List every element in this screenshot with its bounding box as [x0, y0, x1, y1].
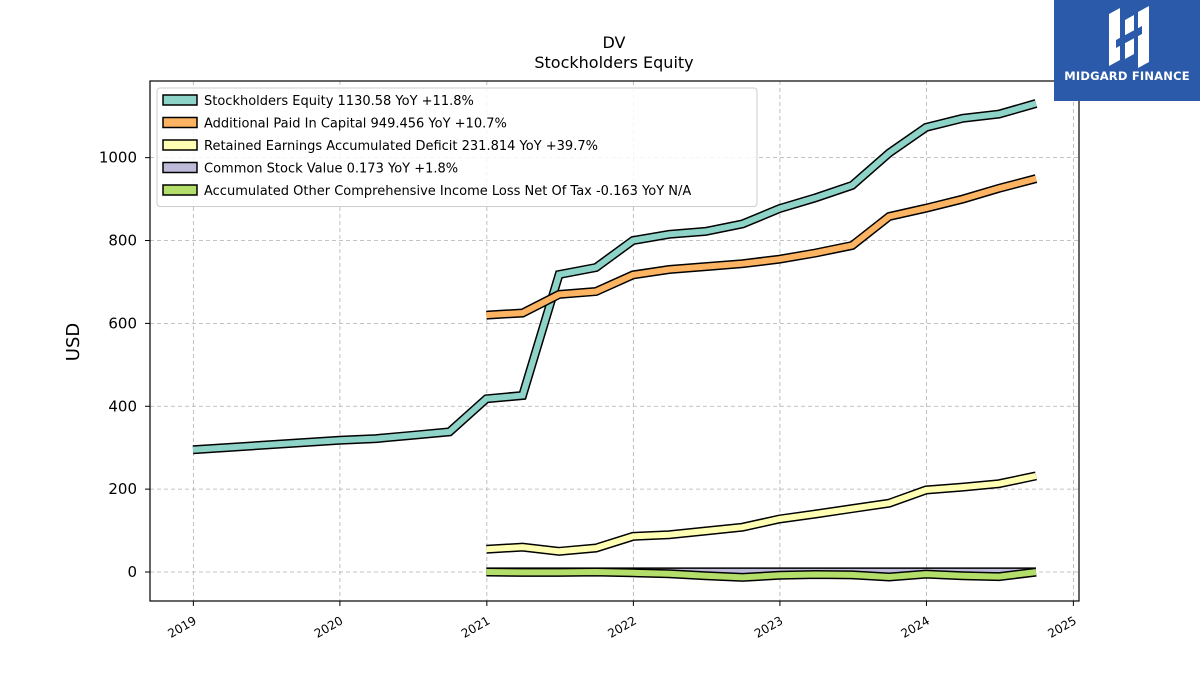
series-4 [486, 567, 1037, 582]
legend-box [156, 87, 758, 207]
plot-frame [149, 80, 1080, 602]
series-line [486, 568, 1037, 581]
legend: Stockholders Equity 1130.58 YoY +11.8% Ad… [156, 87, 758, 207]
y-tick-label: 400 [108, 397, 137, 415]
y-tick-label: 600 [108, 314, 137, 332]
series-0 [192, 99, 1038, 455]
legend-swatch [162, 94, 198, 106]
y-tick-label: 200 [108, 480, 137, 498]
legend-entry: Common Stock Value 0.173 YoY +1.8% [204, 162, 458, 177]
legend-entry: Stockholders Equity 1130.58 YoY +11.8% [204, 94, 474, 109]
x-tick-label: 2022 [605, 613, 638, 640]
legend-entry: Accumulated Other Comprehensive Income L… [204, 184, 691, 199]
series-1 [486, 174, 1038, 320]
series-line [192, 100, 1037, 453]
x-tick-label: 2025 [1045, 613, 1078, 640]
y-axis-label: USD [63, 323, 84, 361]
series-line [486, 472, 1037, 555]
x-tick-label: 2023 [752, 613, 785, 640]
legend-entry: Additional Paid In Capital 949.456 YoY +… [204, 117, 507, 132]
x-tick-label: 2019 [165, 613, 198, 640]
x-tick-label: 2024 [898, 613, 931, 640]
y-tick-label: 800 [108, 232, 137, 250]
logo: MIDGARD FINANCE [1054, 0, 1200, 101]
x-tick-label: 2020 [312, 613, 345, 640]
legend-entry: Retained Earnings Accumulated Deficit 23… [204, 139, 598, 154]
y-tick-label: 0 [127, 563, 137, 581]
logo-text: MIDGARD FINANCE [1064, 69, 1190, 83]
series-line [486, 175, 1037, 319]
legend-swatch [162, 161, 198, 174]
legend-swatch [162, 184, 198, 196]
logo-mark-icon [1109, 6, 1149, 68]
tick-layer: 0 200 400 600 800 1000 2019 2020 2021 2022 2023 202… [99, 149, 1079, 641]
y-tick-label: 1000 [99, 149, 137, 167]
series-2 [486, 471, 1037, 556]
series-layer [192, 99, 1038, 582]
legend-swatch [162, 139, 198, 151]
x-tick-label: 2021 [459, 613, 492, 640]
chart-title: DV [603, 33, 626, 52]
chart-subtitle: Stockholders Equity [534, 53, 693, 72]
legend-swatch [162, 116, 198, 129]
